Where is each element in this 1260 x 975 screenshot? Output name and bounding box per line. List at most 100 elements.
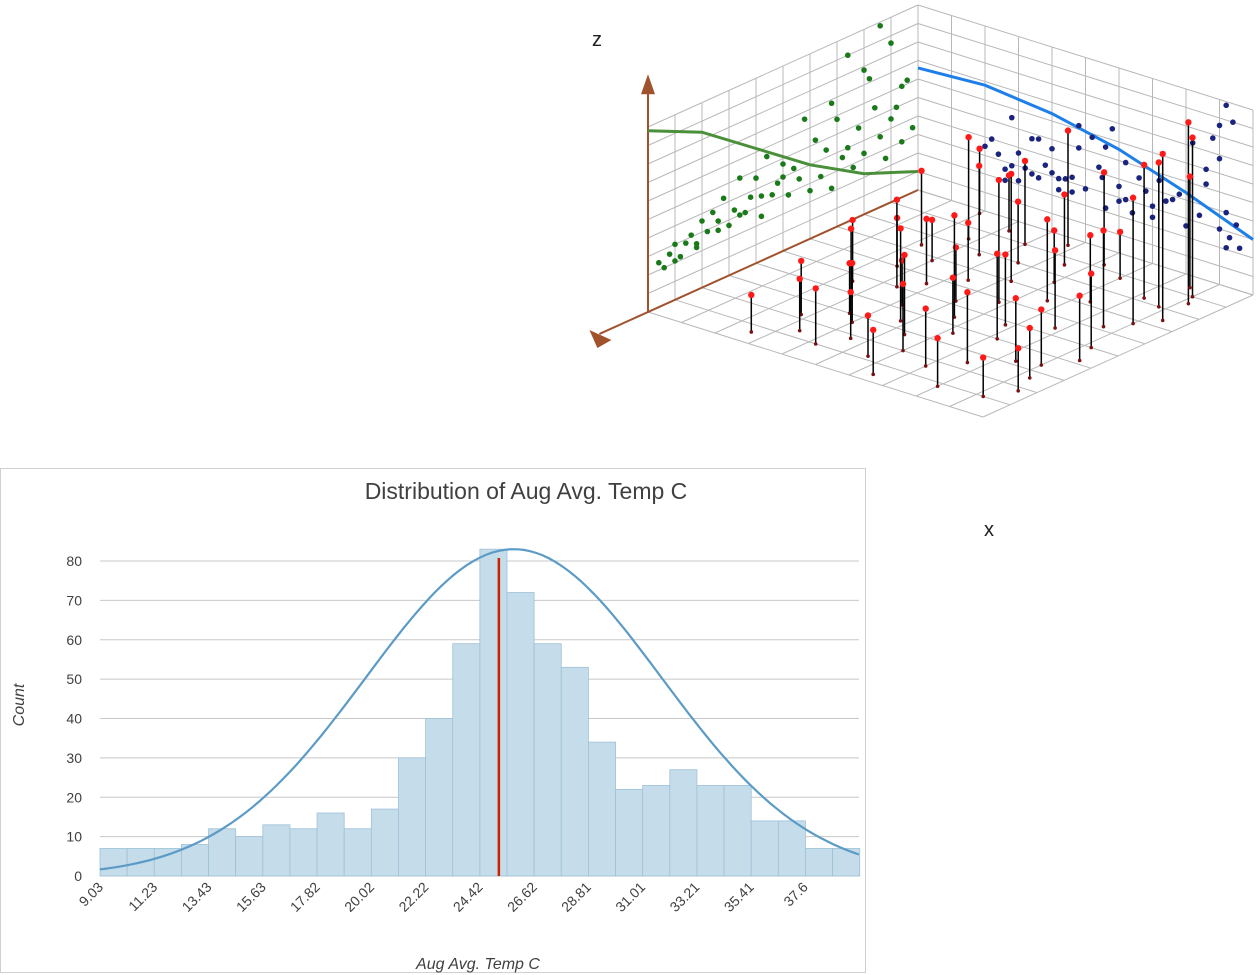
stem-base bbox=[1077, 358, 1082, 363]
data-point bbox=[949, 274, 957, 281]
histogram-bar bbox=[316, 812, 345, 877]
stem-base bbox=[1053, 326, 1057, 330]
projection-point-yz bbox=[1002, 166, 1008, 172]
stem-base bbox=[919, 243, 924, 247]
grid-line bbox=[647, 311, 984, 418]
scatter-3d-chart: z x bbox=[589, 4, 1254, 540]
data-point bbox=[1186, 173, 1194, 180]
projection-point-yz bbox=[1035, 136, 1042, 142]
stem-base bbox=[1160, 318, 1165, 323]
stem-base bbox=[930, 258, 934, 263]
projection-point-xz bbox=[882, 155, 889, 162]
projection-point-xz bbox=[893, 104, 900, 111]
data-point bbox=[864, 312, 872, 319]
data-point bbox=[922, 305, 929, 312]
data-point bbox=[918, 167, 925, 175]
stem-base bbox=[813, 342, 818, 346]
data-point bbox=[897, 225, 904, 232]
stem-base bbox=[1186, 301, 1191, 306]
projection-point-xz bbox=[812, 137, 819, 143]
projection-point-yz bbox=[1029, 135, 1035, 142]
projection-point-yz bbox=[1029, 171, 1035, 177]
y-tick-label: 30 bbox=[66, 750, 82, 766]
projection-point-xz bbox=[731, 207, 738, 213]
data-point bbox=[899, 280, 907, 288]
grid-line bbox=[917, 41, 1254, 148]
projection-point-yz bbox=[1223, 244, 1229, 251]
data-point bbox=[1140, 161, 1148, 169]
projection-point-yz bbox=[1203, 181, 1209, 187]
data-point bbox=[1002, 251, 1009, 258]
x-tick-label: 24.42 bbox=[450, 879, 486, 915]
projection-point-xz bbox=[693, 244, 700, 251]
projection-point-yz bbox=[1223, 102, 1229, 109]
data-point bbox=[1155, 159, 1163, 166]
data-point bbox=[1076, 292, 1083, 299]
data-point bbox=[1014, 198, 1022, 205]
x-tick-label: 17.82 bbox=[287, 879, 323, 915]
stem-base bbox=[1157, 305, 1161, 309]
y-tick-label: 70 bbox=[66, 592, 82, 608]
data-point bbox=[796, 275, 803, 283]
data-point bbox=[849, 259, 856, 267]
projection-point-xz bbox=[796, 176, 802, 182]
stem-base bbox=[981, 394, 985, 399]
y-tick-label: 0 bbox=[74, 868, 82, 884]
y-tick-label: 20 bbox=[66, 789, 82, 805]
histogram-bar bbox=[642, 785, 671, 877]
x-tick-label: 31.01 bbox=[612, 879, 648, 915]
y-tick-label: 80 bbox=[66, 553, 82, 569]
projection-point-xz bbox=[839, 154, 846, 161]
projection-point-xz bbox=[861, 150, 867, 157]
stem-base bbox=[923, 364, 928, 368]
normal-curve-line bbox=[99, 548, 860, 871]
projection-point-yz bbox=[1055, 186, 1062, 193]
projection-point-yz bbox=[1076, 145, 1082, 151]
stem-base bbox=[1016, 389, 1020, 393]
grid-line bbox=[647, 4, 919, 128]
grid-line bbox=[917, 60, 1254, 166]
data-point bbox=[847, 288, 854, 296]
projection-point-xz bbox=[715, 218, 721, 224]
stem-base bbox=[1142, 296, 1146, 300]
projection-point-xz bbox=[866, 75, 873, 82]
stem-base bbox=[995, 337, 999, 341]
projection-point-xz bbox=[737, 175, 743, 181]
grid-line bbox=[647, 41, 919, 165]
projection-point-xz bbox=[877, 133, 883, 140]
x-axis-title: Aug Avg. Temp C bbox=[415, 956, 540, 973]
projection-point-yz bbox=[1169, 196, 1176, 203]
projection-point-xz bbox=[774, 180, 781, 186]
stem-base bbox=[1014, 359, 1018, 363]
histogram-bar bbox=[398, 757, 427, 877]
stem-base bbox=[1066, 243, 1070, 248]
data-point bbox=[901, 251, 908, 259]
projection-point-xz bbox=[747, 194, 754, 200]
projection-point-xz bbox=[715, 227, 721, 234]
projection-point-xz bbox=[828, 185, 835, 192]
projection-point-xz bbox=[672, 258, 678, 264]
projection-point-xz bbox=[710, 209, 716, 216]
normal-curve bbox=[99, 548, 860, 871]
stem-base bbox=[965, 360, 970, 365]
stem-base bbox=[895, 284, 899, 289]
x-tick-label: 28.81 bbox=[558, 879, 594, 915]
z-axis-arrow bbox=[641, 74, 655, 95]
projection-point-yz bbox=[988, 136, 995, 142]
projection-point-yz bbox=[1163, 198, 1169, 204]
axes-3d bbox=[589, 74, 919, 348]
grid-line bbox=[848, 252, 1120, 376]
histogram-bars bbox=[99, 548, 861, 877]
histogram-panel: Distribution of Aug Avg. Temp C 0 10 20 30 4… bbox=[0, 468, 866, 973]
projection-point-xz bbox=[720, 195, 727, 202]
grid-line bbox=[701, 287, 1038, 394]
projection-point-xz bbox=[877, 22, 883, 29]
stem-base bbox=[951, 331, 955, 335]
projection-point-xz bbox=[780, 174, 786, 180]
stem-base bbox=[1023, 242, 1027, 246]
y-tick-label: 60 bbox=[66, 632, 82, 648]
data-point bbox=[934, 334, 941, 342]
projection-point-yz bbox=[1116, 183, 1122, 190]
projection-point-xz bbox=[904, 77, 910, 83]
projection-point-yz bbox=[1082, 186, 1089, 192]
